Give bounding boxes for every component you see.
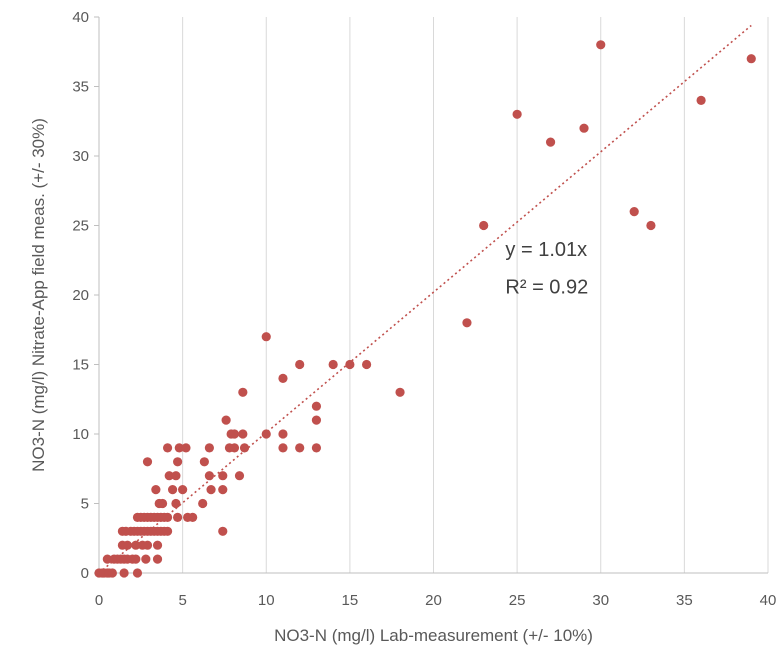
grid-layer: [182, 17, 769, 573]
trendline-r-squared: R² = 0.92: [505, 277, 588, 299]
axis-layer: [94, 16, 768, 574]
data-point: [162, 512, 173, 523]
trendline: [98, 24, 752, 574]
x-tick-label: 30: [592, 592, 609, 609]
data-point: [204, 471, 214, 481]
data-point: [311, 401, 322, 411]
data-point: [152, 540, 163, 550]
trendline-layer: [98, 24, 752, 574]
data-point: [746, 54, 756, 64]
x-tick-label: 15: [342, 592, 359, 609]
x-tick-label: 35: [676, 592, 693, 609]
data-point: [152, 554, 163, 564]
y-tick-label: 30: [72, 148, 89, 165]
data-point: [278, 443, 288, 453]
y-tick-label: 40: [72, 9, 89, 26]
data-point: [102, 554, 112, 564]
trendline-equation: y = 1.01x: [505, 239, 587, 261]
data-point: [171, 471, 181, 481]
data-point: [579, 123, 589, 133]
data-point: [261, 332, 271, 342]
data-point: [221, 415, 231, 425]
y-tick-label: 35: [72, 79, 89, 96]
data-point: [278, 429, 288, 439]
data-point: [311, 443, 322, 453]
x-tick-label: 5: [178, 592, 186, 609]
data-point: [122, 540, 133, 550]
data-point: [234, 471, 245, 481]
data-point: [512, 109, 522, 119]
x-tick-label: 20: [425, 592, 442, 609]
data-point: [261, 429, 271, 439]
data-point: [462, 318, 472, 328]
data-point: [107, 568, 117, 578]
data-point: [131, 554, 141, 564]
y-tick-label: 0: [81, 565, 89, 582]
data-point: [188, 512, 198, 523]
data-point: [229, 443, 240, 453]
data-point: [311, 415, 322, 425]
data-point: [278, 373, 288, 383]
data-point: [132, 568, 143, 578]
y-axis-title: NO3-N (mg/l) Nitrate-App field meas. (+/…: [29, 118, 48, 472]
data-point: [238, 429, 248, 439]
data-point: [206, 485, 216, 495]
data-point: [629, 207, 639, 217]
data-point: [295, 443, 305, 453]
data-point: [119, 568, 129, 578]
data-point: [229, 429, 240, 439]
data-point: [395, 387, 405, 397]
data-point: [295, 359, 305, 370]
tick-labels-layer: 0 5 10 15 20 25 30 35 40 0 5 10 15 20 25 30 35 40: [72, 9, 776, 609]
data-point: [142, 457, 153, 467]
data-point: [167, 485, 178, 495]
y-tick-label: 15: [72, 357, 89, 374]
y-tick-label: 5: [81, 496, 89, 513]
data-point: [141, 554, 151, 564]
data-point: [171, 498, 181, 509]
data-point: [199, 457, 209, 467]
data-point: [198, 498, 208, 509]
x-tick-label: 10: [258, 592, 275, 609]
x-axis-title: NO3-N (mg/l) Lab-measurement (+/- 10%): [274, 626, 593, 645]
x-tick-label: 25: [509, 592, 526, 609]
data-point: [545, 137, 556, 147]
data-point: [142, 540, 153, 550]
data-point: [646, 220, 656, 231]
data-point: [238, 387, 248, 397]
data-point: [479, 220, 489, 231]
y-tick-label: 10: [72, 426, 89, 443]
data-point: [345, 359, 355, 370]
data-point: [696, 95, 706, 105]
data-point: [173, 457, 183, 467]
data-point: [151, 485, 161, 495]
data-point: [157, 498, 168, 509]
x-tick-label: 0: [95, 592, 103, 609]
data-point: [181, 443, 191, 453]
data-point: [218, 471, 228, 481]
data-point: [204, 443, 214, 453]
data-point: [131, 540, 141, 550]
data-point: [218, 526, 228, 536]
data-point: [162, 443, 173, 453]
data-point: [174, 443, 184, 453]
y-tick-label: 25: [72, 218, 89, 235]
data-point: [239, 443, 250, 453]
y-tick-label: 20: [72, 287, 89, 304]
data-point: [173, 512, 183, 523]
data-point: [218, 485, 228, 495]
data-point: [596, 40, 606, 50]
points-layer: [94, 40, 756, 578]
data-point: [178, 485, 188, 495]
data-point: [362, 359, 372, 370]
x-tick-label: 40: [760, 592, 777, 609]
data-point: [162, 526, 173, 536]
data-point: [164, 471, 174, 481]
data-point: [328, 359, 338, 370]
